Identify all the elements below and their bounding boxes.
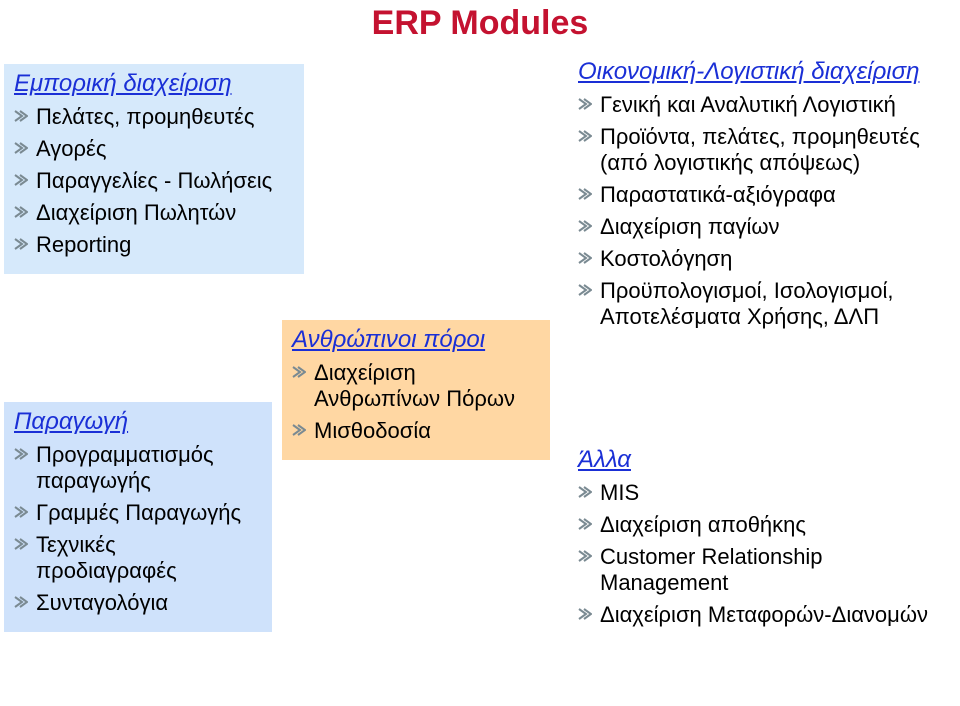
page-title: ERP Modules: [0, 4, 960, 43]
list-item: Τεχνικές προδιαγραφές: [14, 532, 262, 584]
bullet-arrow-icon: [14, 448, 28, 460]
list-item: Συνταγολόγια: [14, 590, 262, 616]
section-commercial: Εμπορική διαχείριση Πελάτες, προμηθευτές…: [4, 64, 304, 274]
bullet-arrow-icon: [578, 130, 592, 142]
list-item: Reporting: [14, 232, 294, 258]
section-commercial-list: Πελάτες, προμηθευτές Αγορές Παραγγελίες - …: [14, 104, 294, 258]
list-item-label: Κοστολόγηση: [600, 246, 732, 271]
section-commercial-title: Εμπορική διαχείριση: [14, 70, 294, 98]
list-item: Διαχείριση Μεταφορών-Διανομών: [578, 602, 950, 628]
list-item: MIS: [578, 480, 950, 506]
list-item: Παραστατικά-αξιόγραφα: [578, 182, 950, 208]
list-item-label: Προγραμματισμός παραγωγής: [36, 442, 214, 493]
list-item: Γενική και Αναλυτική Λογιστική: [578, 92, 950, 118]
section-finance-title: Οικονομική-Λογιστική διαχείριση: [578, 58, 950, 86]
section-hr-title: Ανθρώπινοι πόροι: [292, 326, 540, 354]
bullet-arrow-icon: [578, 220, 592, 232]
section-other-list: MIS Διαχείριση αποθήκης Customer Relations…: [578, 480, 950, 628]
list-item: Γραμμές Παραγωγής: [14, 500, 262, 526]
list-item-label: Διαχείριση Πωλητών: [36, 200, 236, 225]
slide: ERP Modules Εμπορική διαχείριση Πελάτες,…: [0, 0, 960, 706]
bullet-arrow-icon: [578, 284, 592, 296]
list-item-label: Reporting: [36, 232, 131, 257]
list-item-label: Διαχείριση Ανθρωπίνων Πόρων: [314, 360, 515, 411]
list-item-label: Τεχνικές προδιαγραφές: [36, 532, 177, 583]
bullet-arrow-icon: [292, 424, 306, 436]
list-item: Customer Relationship Management: [578, 544, 950, 596]
list-item-label: Διαχείριση αποθήκης: [600, 512, 806, 537]
bullet-arrow-icon: [578, 550, 592, 562]
bullet-arrow-icon: [14, 110, 28, 122]
bullet-arrow-icon: [578, 98, 592, 110]
list-item-label: Διαχείριση Μεταφορών-Διανομών: [600, 602, 928, 627]
list-item: Προϊόντα, πελάτες, προμηθευτές (από λογι…: [578, 124, 950, 176]
bullet-arrow-icon: [14, 238, 28, 250]
section-other-title: Άλλα: [578, 446, 950, 474]
section-production-title: Παραγωγή: [14, 408, 262, 436]
section-finance-list: Γενική και Αναλυτική Λογιστική Προϊόντα, …: [578, 92, 950, 330]
list-item: Παραγγελίες - Πωλήσεις: [14, 168, 294, 194]
list-item-label: Αγορές: [36, 136, 106, 161]
list-item: Διαχείριση παγίων: [578, 214, 950, 240]
bullet-arrow-icon: [14, 142, 28, 154]
section-finance: Οικονομική-Λογιστική διαχείριση Γενική κ…: [568, 52, 960, 346]
section-hr-list: Διαχείριση Ανθρωπίνων Πόρων Μισθοδοσία: [292, 360, 540, 444]
list-item-label: Διαχείριση παγίων: [600, 214, 780, 239]
bullet-arrow-icon: [578, 252, 592, 264]
list-item: Μισθοδοσία: [292, 418, 540, 444]
bullet-arrow-icon: [578, 518, 592, 530]
list-item: Διαχείριση αποθήκης: [578, 512, 950, 538]
list-item: Αγορές: [14, 136, 294, 162]
list-item: Κοστολόγηση: [578, 246, 950, 272]
list-item-label: Γενική και Αναλυτική Λογιστική: [600, 92, 896, 117]
list-item-label: Παραστατικά-αξιόγραφα: [600, 182, 836, 207]
list-item-label: Γραμμές Παραγωγής: [36, 500, 241, 525]
list-item: Πελάτες, προμηθευτές: [14, 104, 294, 130]
bullet-arrow-icon: [292, 366, 306, 378]
list-item: Διαχείριση Πωλητών: [14, 200, 294, 226]
bullet-arrow-icon: [578, 486, 592, 498]
bullet-arrow-icon: [14, 538, 28, 550]
list-item-label: MIS: [600, 480, 639, 505]
section-production: Παραγωγή Προγραμματισμός παραγωγής Γραμμέ…: [4, 402, 272, 632]
list-item: Προγραμματισμός παραγωγής: [14, 442, 262, 494]
list-item-label: Πελάτες, προμηθευτές: [36, 104, 254, 129]
section-hr: Ανθρώπινοι πόροι Διαχείριση Ανθρωπίνων Π…: [282, 320, 550, 460]
bullet-arrow-icon: [578, 608, 592, 620]
list-item-label: Customer Relationship Management: [600, 544, 823, 595]
bullet-arrow-icon: [14, 174, 28, 186]
list-item-label: Συνταγολόγια: [36, 590, 168, 615]
bullet-arrow-icon: [14, 596, 28, 608]
section-other: Άλλα MIS Διαχείριση αποθήκης Customer Rela…: [568, 440, 960, 644]
list-item-label: Προϋπολογισμοί, Ισολογισμοί, Αποτελέσματ…: [600, 278, 894, 329]
bullet-arrow-icon: [14, 206, 28, 218]
bullet-arrow-icon: [578, 188, 592, 200]
list-item: Διαχείριση Ανθρωπίνων Πόρων: [292, 360, 540, 412]
list-item-label: Παραγγελίες - Πωλήσεις: [36, 168, 272, 193]
bullet-arrow-icon: [14, 506, 28, 518]
page-title-text: ERP Modules: [372, 4, 589, 42]
list-item-label: Προϊόντα, πελάτες, προμηθευτές (από λογι…: [600, 124, 920, 175]
list-item: Προϋπολογισμοί, Ισολογισμοί, Αποτελέσματ…: [578, 278, 950, 330]
list-item-label: Μισθοδοσία: [314, 418, 431, 443]
section-production-list: Προγραμματισμός παραγωγής Γραμμές Παραγωγ…: [14, 442, 262, 616]
